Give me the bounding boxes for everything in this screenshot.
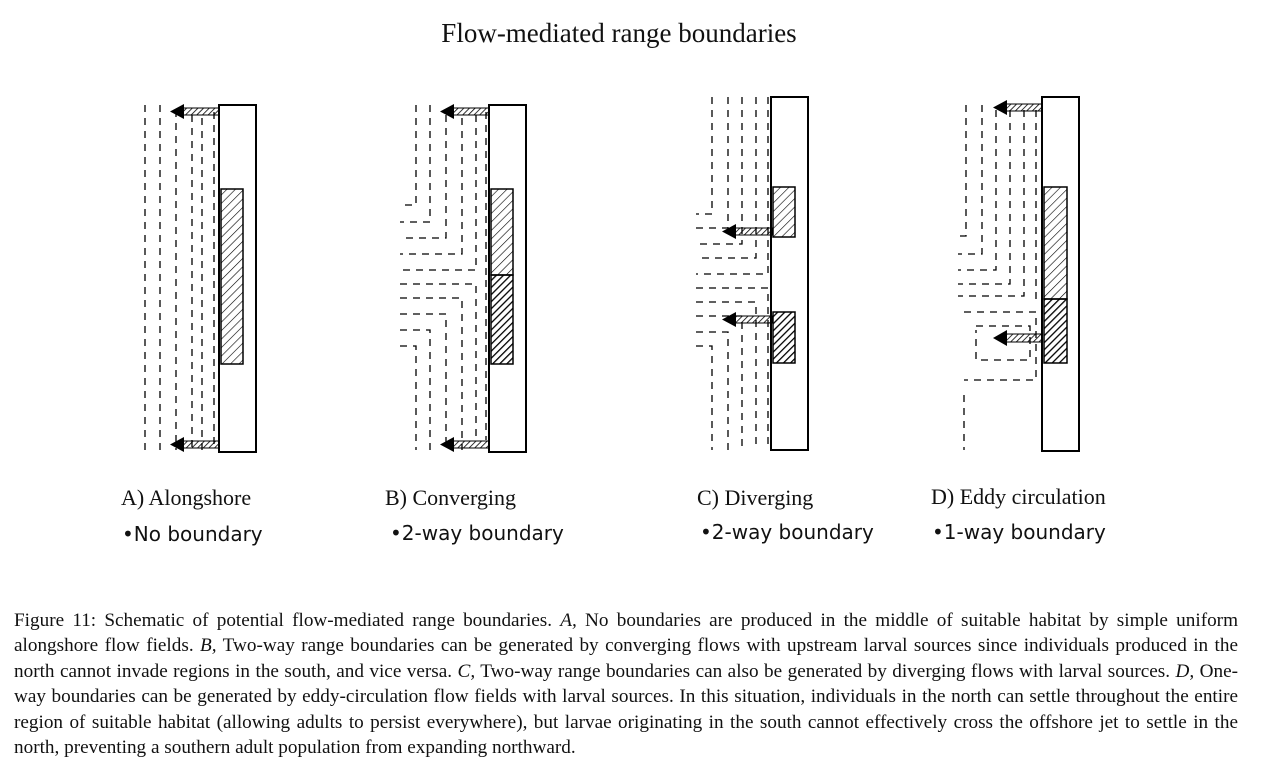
panel-a-subtitle: •No boundary [122, 522, 263, 546]
figure-caption: Figure 11: Schematic of potential flow-m… [14, 608, 1238, 760]
caption-text-3: Two-way range boundaries can be generate… [14, 635, 1238, 682]
flow-lines-b [400, 105, 487, 450]
panel-a-label: A) Alongshore [121, 485, 252, 510]
caption-text-5: One-way boundaries can be generated by e… [14, 660, 1239, 759]
panel-b-subtitle: •2-way boundary [390, 521, 564, 545]
larval-arrow-a-south [170, 437, 220, 452]
habitat-a [220, 188, 244, 365]
flow-lines-c [696, 97, 769, 450]
panel-a-diagram [144, 104, 257, 453]
larval-arrow-b-south [440, 437, 490, 452]
habitat-b-south [490, 274, 514, 365]
habitat-d-north [1043, 186, 1068, 300]
flow-lines-d [958, 105, 1037, 450]
panel-c-diagram [696, 96, 809, 451]
panel-b-label: B) Converging [385, 485, 516, 510]
caption-lead: Figure 11: [14, 610, 97, 631]
panel-b-diagram [400, 104, 527, 453]
coastline-c [770, 96, 809, 451]
panel-d-subtitle: •1-way boundary [932, 520, 1106, 544]
larval-arrow-c-north [722, 224, 773, 239]
panel-d-label: D) Eddy circulation [931, 484, 1106, 509]
caption-panel-c-ref: C, [457, 660, 476, 682]
caption-text-2: No boundaries are produced in the middle… [14, 610, 1238, 657]
figure-panels [144, 96, 1080, 453]
caption-panel-b-ref: B, [200, 635, 217, 657]
caption-text-4: Two-way range boundaries can also be gen… [475, 660, 1176, 682]
habitat-c-south [772, 311, 796, 364]
larval-arrow-d-north [993, 100, 1043, 115]
habitat-b-north [490, 188, 514, 276]
caption-panel-a-ref: A, [560, 610, 577, 631]
caption-text-1: Schematic of potential flow-mediated ran… [96, 610, 561, 631]
larval-arrow-a-north [170, 104, 220, 119]
larval-arrow-c-south [722, 312, 773, 327]
caption-panel-d-ref: D, [1175, 660, 1195, 682]
habitat-c-north [772, 186, 796, 238]
panel-c-label: C) Diverging [697, 485, 814, 510]
larval-arrow-d-south [993, 330, 1043, 346]
panel-c-subtitle: •2-way boundary [700, 520, 874, 544]
figure-title: Flow-mediated range boundaries [441, 18, 797, 48]
flow-lines-a [144, 105, 215, 450]
larval-arrow-b-north [440, 104, 490, 119]
panel-d-diagram [958, 96, 1080, 452]
habitat-d-south [1043, 298, 1068, 364]
